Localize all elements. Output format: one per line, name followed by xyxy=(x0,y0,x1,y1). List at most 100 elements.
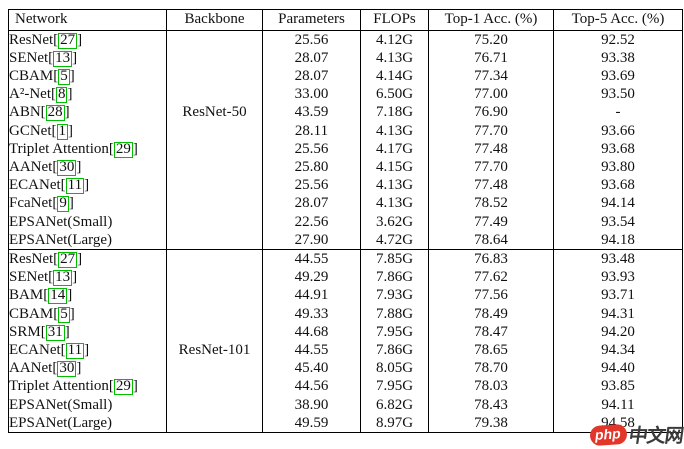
citation-number: 30 xyxy=(57,360,77,378)
cell-parameters: 25.80 xyxy=(262,157,361,177)
cell-top1-acc: 78.43 xyxy=(428,395,554,414)
cell-top1-acc: 77.62 xyxy=(428,268,554,287)
cell-backbone xyxy=(166,322,263,341)
php-logo-badge: php xyxy=(589,423,628,446)
cell-flops: 7.93G xyxy=(360,286,429,305)
cell-parameters: 28.07 xyxy=(262,194,361,213)
cell-network: EPSANet(Large) xyxy=(8,413,167,433)
column-header-flops: FLOPs xyxy=(360,9,429,30)
citation-number: 11 xyxy=(65,177,85,195)
table-row: FcaNet[9] 28.07 4.13G 78.52 94.14 xyxy=(8,194,683,213)
cell-flops: 4.17G xyxy=(360,139,429,158)
cell-backbone xyxy=(166,377,263,396)
table-row: Triplet Attention[29] 25.56 4.17G 77.48 93.6… xyxy=(8,139,683,158)
cell-top5-acc: 93.50 xyxy=(553,85,683,104)
cell-parameters: 43.59 xyxy=(262,103,361,122)
cell-flops: 4.14G xyxy=(360,66,429,86)
cell-backbone xyxy=(166,157,263,177)
cell-backbone xyxy=(166,139,263,158)
cell-network: EPSANet(Small) xyxy=(8,395,167,414)
cell-top5-acc: 93.71 xyxy=(553,286,683,305)
cell-parameters: 25.56 xyxy=(262,139,361,158)
column-header-backbone: Backbone xyxy=(166,9,263,30)
cell-backbone xyxy=(166,359,263,378)
cell-top1-acc: 79.38 xyxy=(428,413,554,433)
citation-number: 30 xyxy=(57,158,77,176)
cell-top5-acc: 93.48 xyxy=(553,249,683,269)
cell-top5-acc: 94.31 xyxy=(553,304,683,323)
cell-top1-acc: 77.34 xyxy=(428,66,554,86)
cell-parameters: 25.56 xyxy=(262,176,361,195)
results-table: Network Backbone Parameters FLOPs Top-1 … xyxy=(8,9,683,433)
citation-number: 5 xyxy=(58,305,70,323)
cell-backbone xyxy=(166,249,263,269)
cell-network: AANet[30] xyxy=(8,359,167,378)
cell-network: SENet[13] xyxy=(8,268,167,287)
cell-backbone: ResNet-50 xyxy=(166,103,263,122)
table-header: Network Backbone Parameters FLOPs Top-1 … xyxy=(8,9,683,30)
table-row: CBAM[5] 49.33 7.88G 78.49 94.31 xyxy=(8,304,683,323)
cell-top1-acc: 77.56 xyxy=(428,286,554,305)
cell-network: ECANet[11] xyxy=(8,176,167,195)
cell-network: SRM[31] xyxy=(8,322,167,341)
column-header-network: Network xyxy=(8,9,167,30)
citation-number: 14 xyxy=(48,287,68,305)
citation-number: 29 xyxy=(113,140,133,158)
cell-backbone xyxy=(166,268,263,287)
cell-network: CBAM[5] xyxy=(8,66,167,86)
cell-parameters: 49.29 xyxy=(262,268,361,287)
table-row: ECANet[11] ResNet-101 44.55 7.86G 78.65 94.34 xyxy=(8,340,683,360)
table-row: EPSANet(Large) 49.59 8.97G 79.38 94.58 xyxy=(8,413,683,433)
cell-top1-acc: 77.48 xyxy=(428,176,554,195)
cell-top1-acc: 78.64 xyxy=(428,230,554,250)
cell-network: ECANet[11] xyxy=(8,340,167,360)
header-row: Network Backbone Parameters FLOPs Top-1 … xyxy=(8,9,683,30)
cell-backbone xyxy=(166,286,263,305)
cell-network: Triplet Attention[29] xyxy=(8,139,167,158)
cell-parameters: 33.00 xyxy=(262,85,361,104)
table-row: A²-Net[8] 33.00 6.50G 77.00 93.50 xyxy=(8,85,683,104)
watermark-site-name: 中文网 xyxy=(627,426,684,447)
cell-backbone xyxy=(166,85,263,104)
backbone-group-resnet-50: ResNet[27] 25.56 4.12G 75.20 92.52 SENet[13] 2… xyxy=(8,30,683,250)
cell-top5-acc: 94.11 xyxy=(553,395,683,414)
cell-top5-acc: 93.66 xyxy=(553,121,683,140)
cell-top1-acc: 78.03 xyxy=(428,377,554,396)
cell-top5-acc: 93.93 xyxy=(553,268,683,287)
cell-top1-acc: 77.00 xyxy=(428,85,554,104)
cell-parameters: 44.55 xyxy=(262,340,361,360)
cell-parameters: 28.07 xyxy=(262,66,361,86)
cell-flops: 6.82G xyxy=(360,395,429,414)
table-row: CBAM[5] 28.07 4.14G 77.34 93.69 xyxy=(8,66,683,86)
cell-parameters: 38.90 xyxy=(262,395,361,414)
cell-flops: 7.95G xyxy=(360,322,429,341)
table-row: ResNet[27] 25.56 4.12G 75.20 92.52 xyxy=(8,30,683,49)
cell-parameters: 22.56 xyxy=(262,212,361,231)
cell-network: EPSANet(Small) xyxy=(8,212,167,231)
cell-flops: 4.13G xyxy=(360,194,429,213)
cell-flops: 7.86G xyxy=(360,340,429,360)
cell-top5-acc: 93.80 xyxy=(553,157,683,177)
cell-network: Triplet Attention[29] xyxy=(8,377,167,396)
cell-top5-acc: 94.18 xyxy=(553,230,683,250)
cell-network: GCNet[1] xyxy=(8,121,167,140)
cell-parameters: 45.40 xyxy=(262,359,361,378)
cell-top1-acc: 78.65 xyxy=(428,340,554,360)
table-row: GCNet[1] 28.11 4.13G 77.70 93.66 xyxy=(8,121,683,140)
site-watermark: php 中文网 xyxy=(589,421,684,448)
cell-parameters: 49.59 xyxy=(262,413,361,433)
cell-flops: 4.13G xyxy=(360,121,429,140)
cell-parameters: 27.90 xyxy=(262,230,361,250)
cell-backbone xyxy=(166,66,263,86)
cell-backbone xyxy=(166,176,263,195)
cell-top1-acc: 78.70 xyxy=(428,359,554,378)
citation-number: 11 xyxy=(65,341,85,359)
cell-top5-acc: 93.68 xyxy=(553,139,683,158)
table-row: EPSANet(Large) 27.90 4.72G 78.64 94.18 xyxy=(8,230,683,250)
cell-network: ABN[28] xyxy=(8,103,167,122)
citation-number: 31 xyxy=(45,323,65,341)
cell-flops: 4.13G xyxy=(360,176,429,195)
table-row: BAM[14] 44.91 7.93G 77.56 93.71 xyxy=(8,286,683,305)
cell-backbone xyxy=(166,194,263,213)
cell-top5-acc: 93.38 xyxy=(553,48,683,67)
